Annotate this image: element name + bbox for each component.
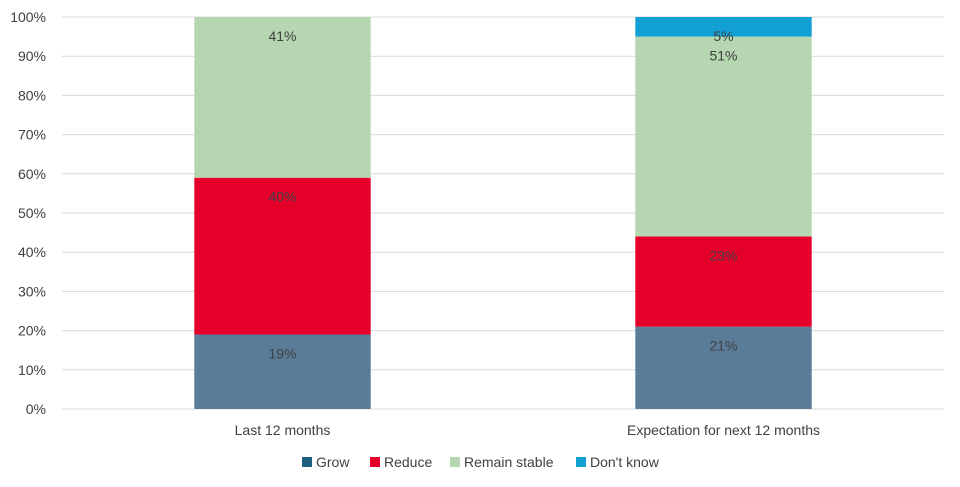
data-label: 41% bbox=[268, 28, 296, 44]
legend-label: Grow bbox=[316, 454, 350, 470]
y-tick-label: 50% bbox=[18, 205, 46, 221]
legend-swatch bbox=[302, 457, 312, 467]
legend-swatch bbox=[450, 457, 460, 467]
x-category-label: Expectation for next 12 months bbox=[627, 422, 820, 438]
x-category-label: Last 12 months bbox=[235, 422, 331, 438]
x-axis-categories: Last 12 months Expectation for next 12 mo… bbox=[235, 422, 820, 438]
y-tick-label: 90% bbox=[18, 48, 46, 64]
y-tick-label: 80% bbox=[18, 87, 46, 103]
legend-label: Remain stable bbox=[464, 454, 554, 470]
data-label: 40% bbox=[268, 189, 296, 205]
data-label: 23% bbox=[709, 248, 737, 264]
bars bbox=[194, 17, 812, 409]
data-labels: 19% 40% 41% 21% 23% 51% 5% bbox=[268, 28, 737, 362]
y-tick-label: 60% bbox=[18, 166, 46, 182]
y-tick-label: 70% bbox=[18, 127, 46, 143]
data-label: 51% bbox=[709, 48, 737, 64]
bar-segment-grow bbox=[635, 326, 812, 409]
bar-segment-remain-stable bbox=[194, 17, 371, 178]
bar-segment-grow bbox=[194, 334, 371, 409]
legend-label: Reduce bbox=[384, 454, 432, 470]
bar-segment-reduce bbox=[194, 177, 371, 335]
y-tick-label: 20% bbox=[18, 323, 46, 339]
bar-segment-reduce bbox=[635, 236, 812, 327]
bar-segment-remain-stable bbox=[635, 36, 812, 237]
y-tick-label: 10% bbox=[18, 362, 46, 378]
legend-label: Don't know bbox=[590, 454, 660, 470]
y-tick-label: 100% bbox=[10, 9, 46, 25]
y-tick-label: 30% bbox=[18, 283, 46, 299]
data-label: 5% bbox=[713, 28, 733, 44]
y-tick-label: 0% bbox=[26, 401, 46, 417]
data-label: 19% bbox=[268, 346, 296, 362]
data-label: 21% bbox=[709, 338, 737, 354]
legend-swatch bbox=[576, 457, 586, 467]
y-tick-label: 40% bbox=[18, 244, 46, 260]
legend-swatch bbox=[370, 457, 380, 467]
y-axis-ticks: 0% 10% 20% 30% 40% 50% 60% 70% 80% 90% 100% bbox=[10, 9, 46, 417]
legend: Grow Reduce Remain stable Don't know bbox=[302, 454, 660, 470]
bar-segment-don-t-know bbox=[635, 17, 812, 37]
